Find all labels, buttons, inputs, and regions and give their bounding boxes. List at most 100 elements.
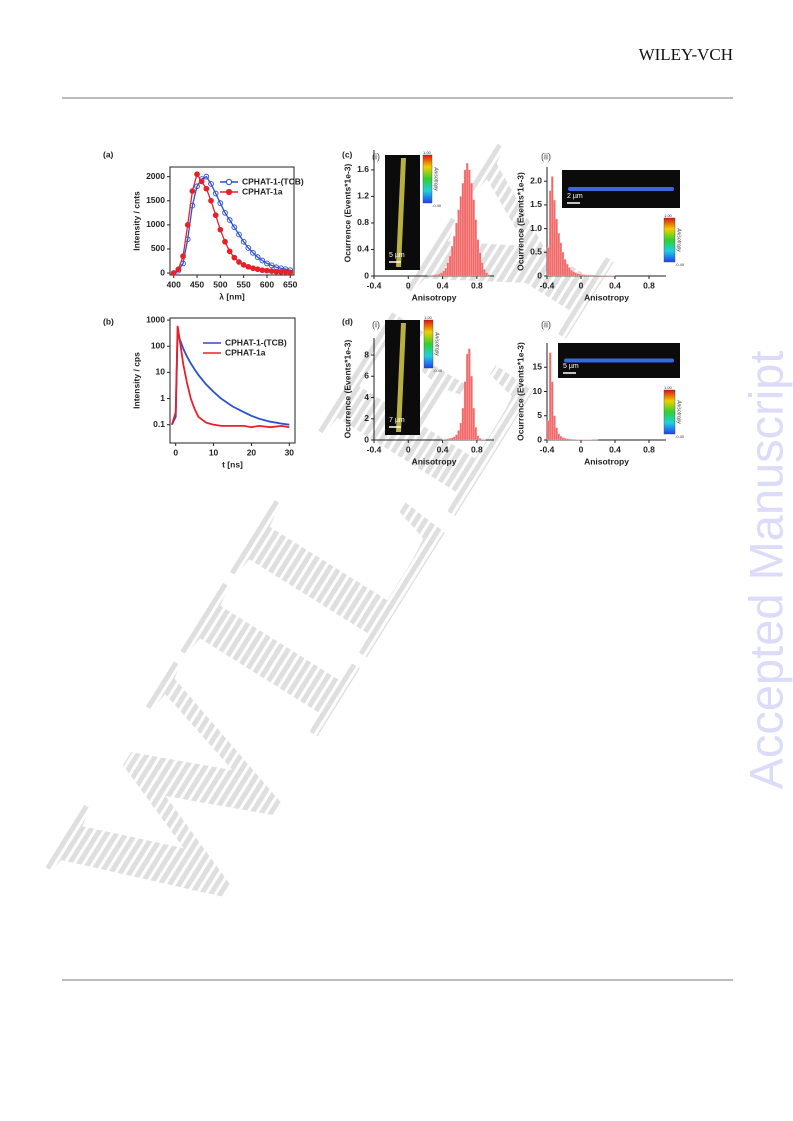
x-tick-label: 0.8 [643, 280, 655, 290]
data-point [222, 209, 228, 216]
histogram-bar [555, 218, 558, 277]
histogram-bar [487, 274, 490, 277]
legend-label: CPHAT-1-(TCB) [242, 176, 304, 186]
data-point [282, 269, 289, 275]
colorbar [422, 154, 433, 204]
colorbar-min: -0.40 [432, 203, 442, 208]
data-point [194, 183, 200, 190]
histogram-bar [546, 247, 550, 277]
data-point [250, 265, 256, 272]
x-tick-label: 30 [285, 447, 295, 457]
x-tick-label: 450 [190, 279, 204, 289]
x-tick-label: 500 [213, 279, 227, 289]
data-point [226, 217, 233, 223]
data-point [254, 266, 261, 273]
histogram-bar [474, 427, 478, 441]
data-point [264, 267, 270, 274]
colorbar-label: Anisotropy [434, 331, 440, 356]
legend-label: CPHAT-1a [242, 186, 283, 196]
y-tick-label: 1.5 [530, 199, 542, 209]
x-tick-label: 0.8 [471, 280, 483, 290]
data-point [278, 269, 284, 275]
histogram-bar [557, 433, 560, 441]
x-tick-label: -0.4 [367, 444, 382, 454]
x-tick-label: -0.4 [540, 444, 555, 454]
histogram-bar [435, 274, 439, 277]
histogram-bar [453, 236, 456, 277]
histogram-bar [559, 242, 563, 277]
histogram-bar [476, 239, 480, 277]
x-axis-label: Anisotropy [412, 456, 457, 466]
y-tick-label: 2000 [146, 171, 165, 181]
colorbar-min: -0.40 [675, 262, 685, 267]
data-point [194, 171, 200, 178]
histogram-bar [585, 274, 588, 277]
histogram-bar [448, 255, 452, 277]
data-point [212, 190, 219, 197]
data-point [250, 249, 256, 256]
data-point [217, 200, 224, 207]
x-axis-label: Anisotropy [584, 456, 629, 466]
colorbar-max: 1.00 [664, 213, 673, 218]
y-tick-label: 1500 [146, 195, 165, 205]
x-tick-label: 20 [247, 447, 257, 457]
x-tick-label: 550 [237, 279, 251, 289]
histogram-bar [561, 252, 565, 277]
data-point [222, 238, 228, 245]
fiber [568, 187, 674, 191]
y-tick-label: 2 [364, 413, 369, 423]
legend-marker [225, 188, 233, 196]
x-tick-label: 0 [579, 280, 584, 290]
colorbar-label: Anisotropy [433, 166, 439, 191]
histogram-bar [582, 274, 586, 277]
side-watermark: Accepted Manuscript [739, 351, 792, 790]
histogram-bar [450, 246, 454, 277]
data-point [268, 268, 275, 274]
y-tick-label: 1.0 [530, 223, 542, 233]
y-axis-label: Ocurrence (Events*1e-3) [515, 342, 525, 441]
histogram-bar [553, 415, 556, 441]
histogram-bar [440, 272, 443, 277]
histogram-bar [551, 381, 554, 441]
x-tick-label: 0 [173, 447, 178, 457]
y-tick-label: 5 [537, 410, 542, 420]
y-axis-label: Ocurrence (Events*1e-3) [342, 339, 352, 438]
histogram-bar [459, 422, 463, 441]
scale-bar-label: 5 µm [389, 252, 405, 259]
histogram-bar [444, 267, 448, 277]
histogram-bar [450, 437, 454, 441]
histogram-bar [461, 407, 465, 441]
scale-bar-label: 2 µm [567, 193, 583, 200]
x-tick-label: -0.4 [367, 280, 382, 290]
histogram-bar [561, 437, 565, 441]
histogram-bar [587, 274, 590, 277]
histogram-bar [559, 435, 563, 441]
histogram-bar [465, 353, 469, 441]
y-tick-label: 1000 [146, 219, 165, 229]
data-point [268, 262, 275, 269]
histogram-bar [551, 176, 554, 277]
colorbar-min: -0.40 [675, 434, 685, 439]
histogram-bar [478, 438, 482, 441]
data-point [203, 185, 210, 192]
histogram-bar [433, 274, 437, 277]
histogram-bar [442, 439, 445, 441]
histogram-bar [591, 274, 594, 277]
histogram-bar [429, 275, 433, 277]
histogram-bar [474, 219, 478, 277]
panel-label: (b) [103, 316, 114, 326]
data-point [273, 268, 280, 275]
x-tick-label: 0.8 [643, 444, 655, 454]
colorbar-max: 1.00 [664, 385, 673, 390]
histogram-bar [465, 163, 469, 277]
legend-label: CPHAT-1-(TCB) [225, 337, 287, 347]
series-line [173, 175, 291, 274]
y-tick-label: 1 [160, 393, 165, 403]
x-tick-label: 10 [209, 447, 219, 457]
data-point [264, 260, 270, 267]
histogram-bar [459, 196, 463, 277]
series-line [171, 325, 290, 429]
histogram-bar [483, 269, 486, 277]
x-tick-label: 0.4 [609, 444, 621, 454]
y-tick-label: 0 [537, 434, 542, 444]
